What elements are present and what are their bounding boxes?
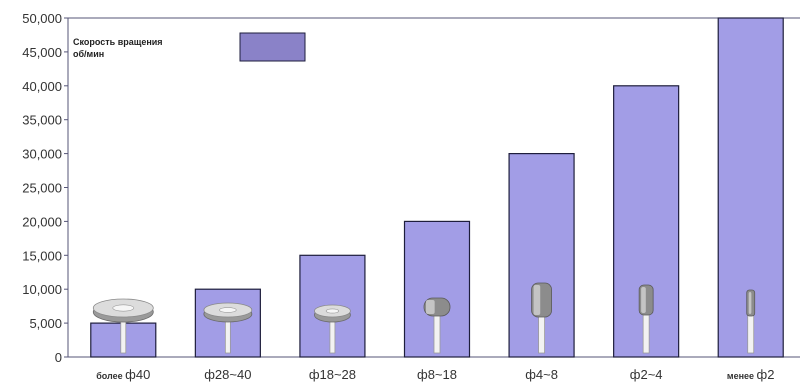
abrasive-highlight <box>426 300 435 314</box>
y-tick-labels: 0 5,000 10,000 15,000 20,000 25,000 30,000 35,0… <box>22 11 68 365</box>
legend-label-line2: об/мин <box>73 49 104 59</box>
x-tick-prefix: менее <box>727 371 757 381</box>
y-tick-label: 30,000 <box>22 147 62 162</box>
x-tick-value: ф2~4 <box>630 367 663 382</box>
y-tick-label: 35,000 <box>22 113 62 128</box>
y-tick-label: 40,000 <box>22 79 62 94</box>
x-tick-value: ф8~18 <box>417 367 457 382</box>
tool-icon-mounted-point-long <box>531 282 552 354</box>
x-tick-label: ф2~4 <box>630 367 663 382</box>
y-tick-label: 20,000 <box>22 214 62 229</box>
tool-icons <box>92 282 756 354</box>
x-tick-prefix: более <box>96 371 125 381</box>
tool-icon-mounted-point-thin <box>638 284 654 354</box>
shaft <box>642 312 650 354</box>
x-tick-label: менее ф2 <box>727 367 775 382</box>
abrasive-highlight <box>641 287 646 313</box>
y-tick-label: 50,000 <box>22 11 62 26</box>
x-tick-value: ф18~28 <box>309 367 356 382</box>
disc-hub <box>325 308 340 314</box>
y-tick-label: 25,000 <box>22 181 62 196</box>
shaft <box>538 314 545 354</box>
y-tick-label: 15,000 <box>22 248 62 263</box>
category-labels: более ф40 ф28~40 ф18~28 ф8~18 ф4~8 ф2~4 менее … <box>96 367 774 382</box>
x-tick-label: ф18~28 <box>309 367 356 382</box>
shaft <box>433 313 441 354</box>
legend-label-line1: Скорость вращения <box>73 37 163 47</box>
x-tick-label: более ф40 <box>96 367 150 382</box>
x-tick-label: ф28~40 <box>204 367 251 382</box>
tool-icon-grinding-disc-wide <box>92 298 154 354</box>
legend-swatch <box>239 32 306 62</box>
disc-hub <box>112 304 135 312</box>
tool-icon-mounted-point-needle <box>746 289 756 354</box>
x-tick-label: ф8~18 <box>417 367 457 382</box>
shaft <box>747 313 755 354</box>
tool-icon-mounted-point-cylinder <box>423 297 451 354</box>
x-tick-value: ф40 <box>125 367 150 382</box>
disc-hub <box>219 307 237 313</box>
legend: Скорость вращения об/мин <box>73 32 306 62</box>
x-tick-value: ф28~40 <box>204 367 251 382</box>
y-tick-label: 45,000 <box>22 45 62 60</box>
tool-icon-grinding-disc-small <box>314 304 351 354</box>
y-tick-label: 0 <box>55 350 62 365</box>
x-tick-label: ф4~8 <box>525 367 558 382</box>
y-tick-label: 5,000 <box>29 316 62 331</box>
tool-icon-grinding-disc-medium <box>203 302 253 354</box>
x-tick-value: ф4~8 <box>525 367 558 382</box>
y-tick-label: 10,000 <box>22 282 62 297</box>
abrasive-highlight <box>533 285 541 315</box>
abrasive-highlight <box>748 292 752 314</box>
x-tick-value: ф2 <box>757 367 775 382</box>
